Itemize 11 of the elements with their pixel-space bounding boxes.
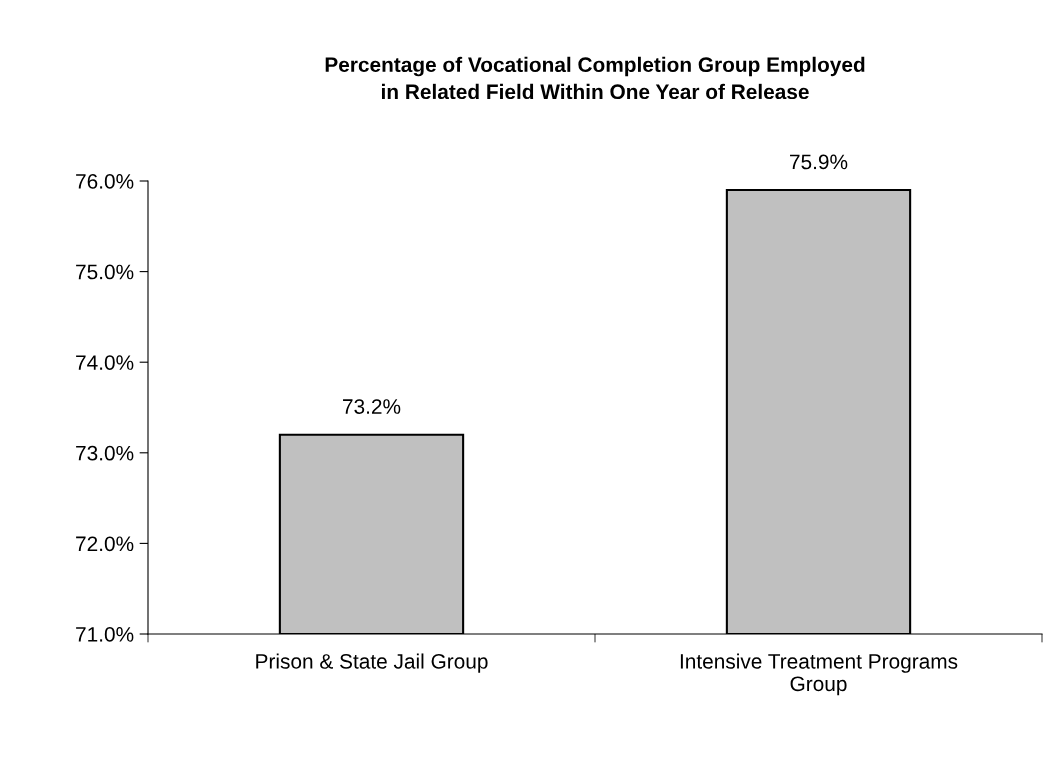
x-tick-label: Intensive Treatment Programs Group [680,653,958,696]
chart-title: Percentage of Vocational Completion Group Employed in Related Field Within One Year of Release [325,56,865,100]
x-tick-label: Prison & State Jail Group [256,653,488,673]
data-label: 75.9% [790,154,848,170]
y-tick-label: 72.0% [76,536,134,552]
y-tick-label: 73.0% [76,445,134,461]
y-tick-label: 74.0% [76,355,134,370]
y-tick-label: 71.0% [76,627,134,642]
y-tick-label: 75.0% [76,264,134,280]
y-tick-label: 76.0% [76,174,134,189]
data-label: 73.2% [343,399,401,414]
